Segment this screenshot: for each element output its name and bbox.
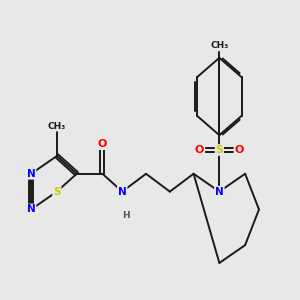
Text: H: H xyxy=(122,211,130,220)
Text: O: O xyxy=(98,139,107,149)
Text: N: N xyxy=(27,204,35,214)
Text: N: N xyxy=(118,187,127,196)
Text: O: O xyxy=(195,145,204,155)
Text: N: N xyxy=(27,169,35,179)
Text: S: S xyxy=(53,187,61,196)
Text: CH₃: CH₃ xyxy=(48,122,66,131)
Text: N: N xyxy=(215,187,224,196)
Text: S: S xyxy=(216,145,223,155)
Text: O: O xyxy=(235,145,244,155)
Text: CH₃: CH₃ xyxy=(210,41,229,50)
